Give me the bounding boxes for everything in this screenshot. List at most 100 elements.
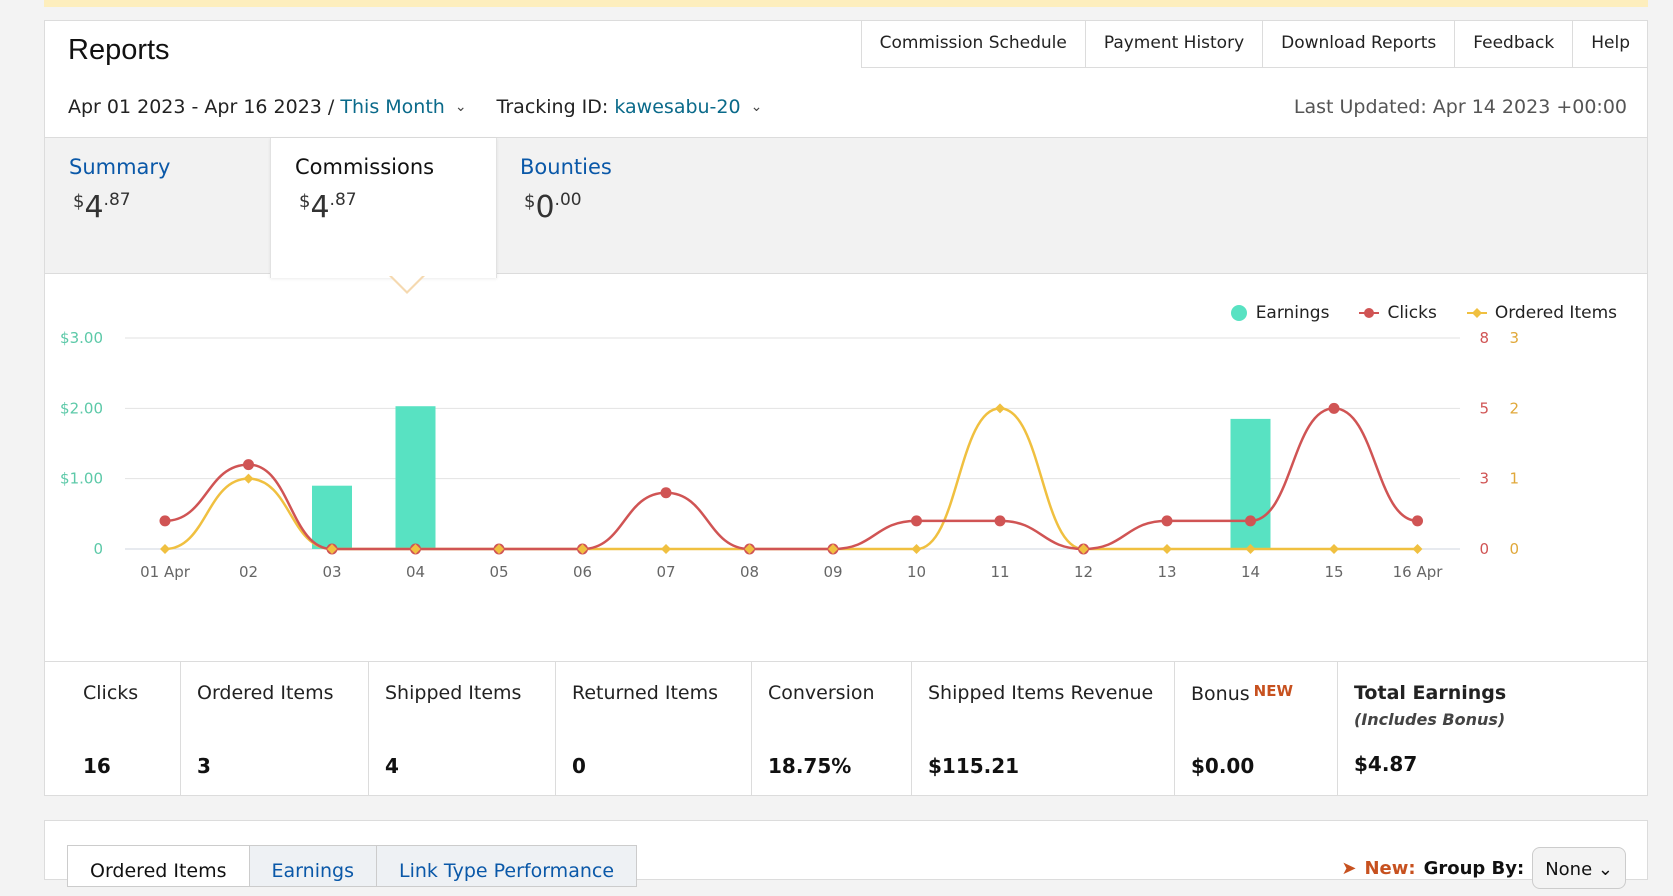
rocket-icon: ➤ <box>1341 857 1357 879</box>
ordered-items-point <box>744 544 755 554</box>
period-dropdown[interactable]: This Month <box>340 96 445 118</box>
y-left-tick: 0 <box>93 540 103 558</box>
x-tick: 11 <box>990 563 1009 581</box>
details-tabs: Ordered Items Earnings Link Type Perform… <box>67 845 638 887</box>
clicks-point <box>660 487 672 499</box>
y-right-tick: 5 <box>1479 399 1489 417</box>
stat-shipped-revenue: Shipped Items Revenue $115.21 <box>912 662 1175 796</box>
clicks-point <box>994 515 1006 527</box>
date-range: Apr 01 2023 - Apr 16 2023 / <box>68 96 335 118</box>
tab-value: $0.00 <box>524 190 582 225</box>
y-left-tick: $3.00 <box>60 329 103 347</box>
ordered-items-point <box>494 544 504 554</box>
y-left-tick: $2.00 <box>60 399 103 417</box>
x-tick: 15 <box>1324 563 1343 581</box>
chevron-down-icon[interactable]: ⌄ <box>454 99 467 115</box>
stat-conversion: Conversion 18.75% <box>752 662 912 796</box>
stat-total-earnings: Total Earnings (Includes Bonus) $4.87 <box>1354 682 1507 776</box>
group-by-label: Group By: <box>1423 857 1525 879</box>
nav-payment-history[interactable]: Payment History <box>1086 20 1264 67</box>
y-right2-tick: 2 <box>1509 399 1519 417</box>
x-tick: 14 <box>1241 563 1260 581</box>
ordered-items-point <box>911 544 922 554</box>
ordered-items-point <box>828 544 838 554</box>
stat-clicks: Clicks 16 <box>45 662 181 796</box>
clicks-point <box>1161 515 1173 527</box>
x-tick: 05 <box>489 563 508 581</box>
x-tick: 06 <box>573 563 592 581</box>
y-right-tick: 0 <box>1479 540 1489 558</box>
nav-feedback[interactable]: Feedback <box>1455 20 1574 67</box>
ordered-items-point <box>243 473 254 484</box>
y-left-tick: $1.00 <box>60 470 103 488</box>
tab-earnings[interactable]: Earnings <box>248 845 376 887</box>
new-label: New: <box>1364 857 1416 879</box>
x-tick: 16 Apr <box>1393 563 1444 581</box>
nav-commission-schedule[interactable]: Commission Schedule <box>862 20 1086 67</box>
filter-row: Apr 01 2023 - Apr 16 2023 / This Month ⌄… <box>68 96 792 118</box>
legend-clicks[interactable]: Clicks <box>1359 303 1437 323</box>
ordered-items-point <box>995 403 1005 414</box>
new-badge: NEW <box>1253 682 1294 700</box>
ordered-items-point <box>160 544 170 554</box>
performance-chart: Earnings Clicks Ordered Items 0 $1.00 $2.0… <box>45 285 1647 660</box>
ordered-items-point <box>1162 544 1172 554</box>
ordered-items-point <box>410 544 421 554</box>
ordered-items-point <box>1329 544 1339 554</box>
tab-value: $4.87 <box>299 190 357 225</box>
stat-returned-items: Returned Items 0 <box>556 662 752 796</box>
clicks-point <box>1245 515 1256 527</box>
legend-ordered-items[interactable]: Ordered Items <box>1466 303 1617 323</box>
tab-bounties[interactable]: Bounties $0.00 <box>496 138 736 273</box>
group-by-control: ➤ New: Group By: None ⌄ <box>1341 847 1626 889</box>
tab-label: Commissions <box>295 155 435 179</box>
y-right2-tick: 1 <box>1509 470 1519 488</box>
x-tick: 08 <box>740 563 759 581</box>
nav-help[interactable]: Help <box>1591 33 1630 53</box>
ordered-items-point <box>1245 544 1256 554</box>
circle-icon <box>1230 305 1247 321</box>
tracking-label: Tracking ID: <box>496 96 609 118</box>
group-by-select[interactable]: None ⌄ <box>1532 847 1626 889</box>
ordered-items-point <box>1078 544 1089 554</box>
ordered-items-point <box>1412 544 1423 554</box>
x-tick: 10 <box>907 563 926 581</box>
clicks-point <box>243 459 254 471</box>
tab-label: Summary <box>69 155 171 179</box>
page-title: Reports <box>68 34 170 66</box>
tab-value: $4.87 <box>73 190 131 225</box>
top-nav: Commission Schedule Payment History Down… <box>860 20 1648 68</box>
line-diamond-icon <box>1466 308 1487 318</box>
stat-ordered-items: Ordered Items 3 <box>181 662 369 796</box>
y-right-tick: 8 <box>1479 329 1489 347</box>
tab-link-type-performance[interactable]: Link Type Performance <box>375 845 638 887</box>
x-tick: 01 Apr <box>140 563 191 581</box>
x-tick: 13 <box>1157 563 1176 581</box>
stat-shipped-items: Shipped Items 4 <box>369 662 556 796</box>
clicks-point <box>911 515 922 527</box>
tracking-id-dropdown[interactable]: kawesabu-20 <box>614 96 741 118</box>
tab-summary[interactable]: Summary $4.87 <box>45 138 285 273</box>
line-dot-icon <box>1359 308 1380 318</box>
legend-earnings[interactable]: Earnings <box>1230 303 1329 323</box>
x-tick: 09 <box>823 563 842 581</box>
chevron-down-icon[interactable]: ⌄ <box>750 99 763 115</box>
clicks-point <box>1412 515 1423 527</box>
earnings-bar <box>395 406 436 549</box>
tab-commissions[interactable]: Commissions $4.87 <box>270 138 497 278</box>
stats-bar: Clicks 16 Ordered Items 3 Shipped Items 4 R… <box>45 661 1647 796</box>
y-right-tick: 3 <box>1479 470 1489 488</box>
chevron-down-icon: ⌄ <box>1597 859 1613 880</box>
x-tick: 12 <box>1074 563 1093 581</box>
ordered-items-point <box>327 544 337 554</box>
ordered-items-point <box>661 544 671 554</box>
nav-download-reports[interactable]: Download Reports <box>1263 20 1456 67</box>
last-updated: Last Updated: Apr 14 2023 +00:00 <box>1293 96 1627 118</box>
summary-tabs: Summary $4.87 Commissions $4.87 Bounties… <box>45 137 1647 278</box>
clicks-point <box>159 515 171 527</box>
active-tab-caret <box>389 275 425 294</box>
tab-ordered-items[interactable]: Ordered Items <box>67 845 249 887</box>
chart-legend: Earnings Clicks Ordered Items <box>1230 303 1617 323</box>
x-tick: 04 <box>406 563 425 581</box>
